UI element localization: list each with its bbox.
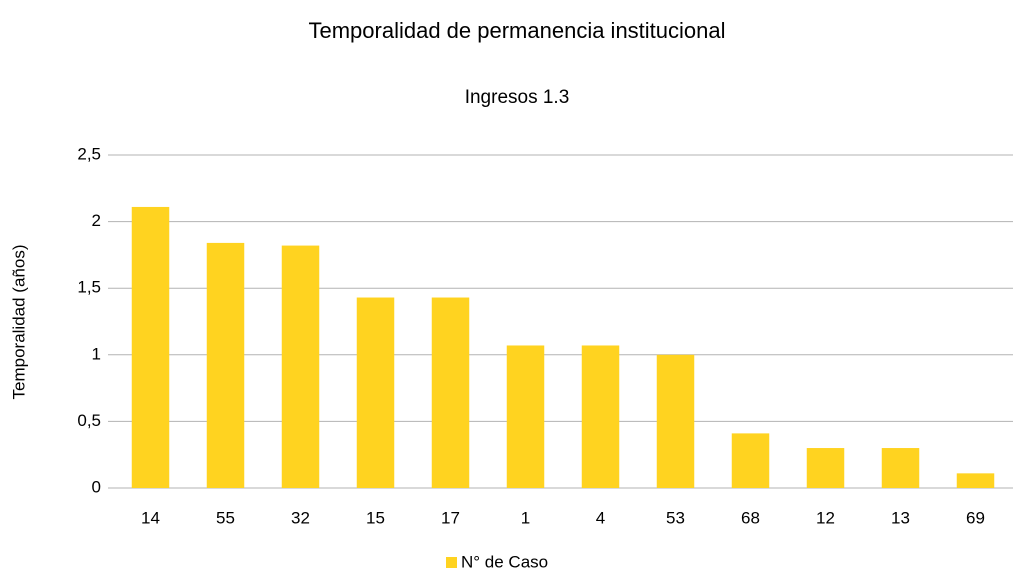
y-tick-label: 0,5: [77, 411, 101, 430]
x-tick-label: 13: [891, 508, 910, 527]
bar: [131, 206, 170, 488]
bar: [956, 473, 995, 488]
x-tick-label: 32: [291, 508, 310, 527]
bar: [431, 297, 470, 488]
x-tick-label: 17: [441, 508, 460, 527]
y-tick-label: 1,5: [77, 278, 101, 297]
x-tick-label: 53: [666, 508, 685, 527]
x-tick-label: 4: [596, 508, 605, 527]
bar: [506, 345, 545, 488]
x-tick-label: 12: [816, 508, 835, 527]
bar: [806, 448, 845, 488]
x-tick-label: 15: [366, 508, 385, 527]
bar: [356, 297, 395, 488]
bar: [206, 242, 245, 488]
bar: [881, 448, 920, 488]
x-tick-label: 68: [741, 508, 760, 527]
chart-title: Temporalidad de permanencia instituciona…: [308, 18, 725, 43]
x-tick-label: 1: [521, 508, 530, 527]
bar: [656, 354, 695, 488]
legend-swatch: [446, 557, 457, 568]
y-tick-label: 1: [92, 344, 101, 363]
bar: [581, 345, 620, 488]
bar: [281, 245, 320, 488]
y-tick-label: 2,5: [77, 144, 101, 163]
bar: [731, 433, 770, 488]
y-axis-label: Temporalidad (años): [9, 245, 28, 400]
x-tick-label: 69: [966, 508, 985, 527]
chart-subtitle: Ingresos 1.3: [465, 87, 570, 108]
x-tick-label: 55: [216, 508, 235, 527]
y-tick-label: 0: [92, 477, 101, 496]
legend-label: N° de Caso: [461, 552, 548, 571]
x-tick-label: 14: [141, 508, 160, 527]
y-tick-label: 2: [92, 211, 101, 230]
